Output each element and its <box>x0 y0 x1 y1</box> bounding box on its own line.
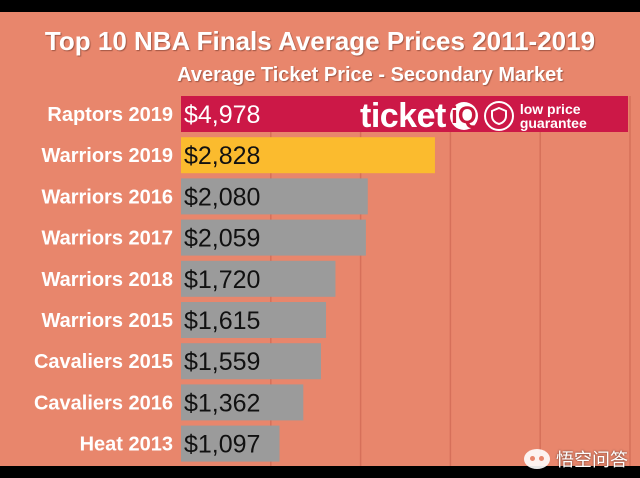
category-label: Warriors 2016 <box>41 186 173 208</box>
badge-line-2: guarantee <box>519 115 587 131</box>
logo-text: ticket <box>360 96 446 135</box>
category-label: Cavaliers 2016 <box>34 392 173 414</box>
bar <box>181 343 321 380</box>
category-label: Cavaliers 2015 <box>34 351 173 373</box>
watermark-text: 悟空问答 <box>556 450 628 470</box>
value-label: $2,080 <box>184 183 260 211</box>
ticketiq-logo: ticket iQ low price guarantee <box>360 96 587 136</box>
shield-icon <box>483 101 514 131</box>
bar <box>181 219 366 256</box>
bar <box>181 425 280 462</box>
bar-chart: Raptors 2019 $4,978 Warriors 2019 $2,828 War… <box>34 96 631 466</box>
bar <box>181 384 304 421</box>
chart-frame: Raptors 2019 $4,978 Warriors 2019 $2,828 War… <box>0 12 640 466</box>
category-label: Warriors 2015 <box>41 310 173 332</box>
value-label: $2,828 <box>184 142 260 170</box>
value-label: $1,559 <box>184 348 260 376</box>
bar <box>181 96 629 132</box>
price-guarantee-badge: low price guarantee <box>520 102 587 130</box>
logo-letter: iQ <box>449 102 478 130</box>
value-label: $1,362 <box>184 389 260 417</box>
value-label: $1,097 <box>184 431 260 459</box>
value-label: $4,978 <box>184 101 260 129</box>
chat-bubble-icon <box>524 449 550 469</box>
bar <box>181 178 368 215</box>
chart-title: Top 10 NBA Finals Average Prices 2011-20… <box>44 26 596 56</box>
value-label: $1,720 <box>184 266 260 294</box>
value-label: $1,615 <box>184 307 260 335</box>
watermark: 悟空问答 <box>524 446 628 472</box>
category-label: Raptors 2019 <box>47 104 173 126</box>
chart-subtitle: Average Ticket Price - Secondary Market <box>177 64 563 86</box>
category-label: Warriors 2017 <box>41 228 173 250</box>
bar <box>181 137 435 174</box>
category-label: Warriors 2018 <box>41 269 173 291</box>
bar <box>181 260 336 297</box>
category-label: Heat 2013 <box>80 434 173 456</box>
badge-line-1: low price <box>519 101 581 117</box>
category-label: Warriors 2019 <box>41 145 173 167</box>
bar <box>181 302 327 338</box>
value-label: $2,059 <box>184 225 260 253</box>
